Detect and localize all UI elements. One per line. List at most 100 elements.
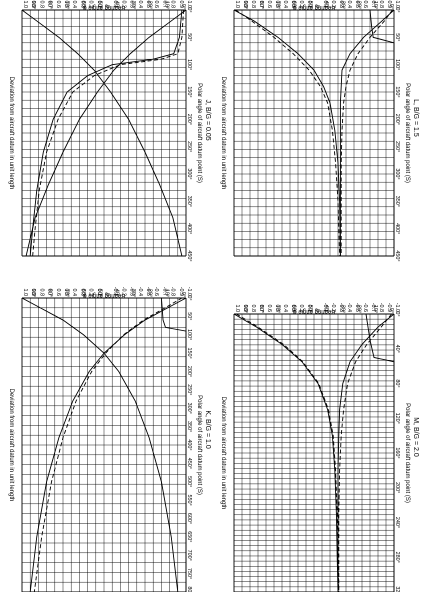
bearing-tick-label: 70° bbox=[63, 1, 69, 9]
grid bbox=[21, 297, 187, 592]
bearing-tick-label: 40° bbox=[323, 1, 329, 9]
bearing-tick-label: 40° bbox=[113, 1, 119, 9]
x-tick-label: 50° bbox=[186, 312, 192, 320]
y-tick-label: 0.8 bbox=[38, 1, 44, 9]
x-tick-label: 300° bbox=[186, 403, 192, 414]
y-tick-label: -0.4 bbox=[346, 0, 352, 8]
bearing-tick-label: 0° bbox=[388, 308, 394, 313]
y-tick-label: 0.4 bbox=[71, 289, 77, 297]
panel-m: 1.0 0.9 0.8 0.7 0.6 0.5 0.4 0.3 0.2 0.1 0 -0.1 -0.2-… bbox=[220, 303, 419, 592]
y-tick-label: -0.6 bbox=[153, 287, 159, 296]
x-tick-label: 250° bbox=[186, 141, 192, 152]
x-tick-label: 200° bbox=[394, 114, 400, 125]
x-tick-label: 280° bbox=[394, 552, 400, 563]
bearing-tick-label: 0° bbox=[180, 4, 186, 9]
y-tick-label: 0.9 bbox=[242, 305, 248, 313]
x-tick-label: 40° bbox=[394, 345, 400, 353]
y-tick-label: 0.1 bbox=[306, 1, 312, 9]
y-tick-label: 0.7 bbox=[47, 1, 53, 9]
panel-label: K, bbox=[204, 410, 211, 417]
x-tick-label: 150° bbox=[186, 348, 192, 359]
series-line-3 bbox=[32, 9, 184, 257]
x-tick-label: 240° bbox=[394, 517, 400, 528]
ratio-label: B/G = 1.0 bbox=[204, 419, 211, 449]
bearing-axis-label: Bearing angle φ bbox=[293, 4, 336, 10]
bearing-tick-label: 10° bbox=[163, 1, 169, 9]
x-tick-label: 200° bbox=[394, 482, 400, 493]
bearing-tick-label: 90° bbox=[242, 1, 248, 9]
y-tick-label: 0.9 bbox=[242, 1, 248, 9]
bearing-tick-label: 40° bbox=[323, 305, 329, 313]
y-axis-label: Deviation from aircraft datum in unit le… bbox=[220, 397, 226, 510]
y-tick-label: 0.2 bbox=[298, 1, 304, 9]
y-tick-label: 0.9 bbox=[30, 1, 36, 9]
bearing-tick-label: 80° bbox=[258, 305, 264, 313]
y-tick-label: 0 bbox=[104, 293, 110, 296]
x-tick-label: 800° bbox=[186, 586, 192, 592]
y-tick-label: 0.3 bbox=[290, 305, 296, 313]
y-tick-label: -0.7 bbox=[370, 303, 376, 312]
y-tick-label: 0.8 bbox=[250, 1, 256, 9]
y-tick-label: 0.8 bbox=[38, 289, 44, 297]
y-tick-label: -0.9 bbox=[178, 0, 184, 8]
bearing-tick-label: 90° bbox=[30, 289, 36, 297]
x-axis-label: Polar angle of aircraft datum point (S) bbox=[196, 83, 202, 183]
bearing-tick-label: 90° bbox=[242, 305, 248, 313]
y-tick-label: -0.3 bbox=[338, 0, 344, 8]
y-tick-label: -0.2 bbox=[120, 287, 126, 296]
bearing-tick-label: 10° bbox=[372, 305, 378, 313]
y-tick-label: 0.6 bbox=[266, 1, 272, 9]
y-tick-label: 0.6 bbox=[55, 0, 61, 8]
y-tick-label: 0.2 bbox=[88, 289, 94, 297]
x-tick-label: 0° bbox=[394, 311, 400, 316]
bearing-tick-label: 60° bbox=[80, 1, 86, 9]
series-line-1 bbox=[337, 313, 395, 592]
grid bbox=[233, 9, 395, 257]
y-tick-label: -0.7 bbox=[161, 0, 167, 8]
x-tick-label: 700° bbox=[186, 550, 192, 561]
y-tick-label: 0.1 bbox=[96, 1, 102, 9]
panel-label: M, bbox=[412, 417, 419, 425]
bearing-tick-label: 20° bbox=[147, 289, 153, 297]
y-tick-label: -0.3 bbox=[338, 303, 344, 312]
y-tick-label: 0.2 bbox=[298, 305, 304, 313]
y-tick-label: 0 bbox=[314, 5, 320, 8]
y-tick-label: 0.6 bbox=[266, 305, 272, 313]
y-tick-label: -0.5 bbox=[354, 303, 360, 312]
y-tick-label: -0.5 bbox=[145, 287, 151, 296]
x-tick-label: 750° bbox=[186, 568, 192, 579]
bearing-tick-label: 0° bbox=[180, 292, 186, 297]
x-tick-label: 50° bbox=[186, 33, 192, 41]
y-tick-label: 1.0 bbox=[22, 289, 28, 297]
y-axis-label: Deviation from aircraft datum in unit le… bbox=[8, 77, 14, 190]
y-tick-label: -0.2 bbox=[330, 0, 336, 8]
y-tick-label: -0.6 bbox=[362, 0, 368, 8]
x-tick-label: 150° bbox=[186, 86, 192, 97]
y-tick-label: -0.3 bbox=[129, 0, 135, 8]
y-tick-label: 0.3 bbox=[290, 1, 296, 9]
x-tick-label: 400° bbox=[394, 223, 400, 234]
bearing-tick-label: 50° bbox=[97, 289, 103, 297]
y-tick-label: 0.5 bbox=[274, 305, 280, 313]
y-tick-label: -0.1 bbox=[322, 0, 328, 8]
x-tick-label: 450° bbox=[186, 458, 192, 469]
y-tick-label: -0.8 bbox=[170, 0, 176, 8]
x-tick-label: 600° bbox=[186, 513, 192, 524]
y-tick-label: -0.6 bbox=[362, 303, 368, 312]
x-tick-label: 550° bbox=[186, 495, 192, 506]
series-line-4 bbox=[369, 9, 395, 256]
panel-k: 1.0 0.9 0.8 0.7 0.6 0.5 0.4 0.3 0.2 0.1 0 -0.1 -0.2-… bbox=[8, 287, 211, 592]
y-tick-label: -1.0 bbox=[186, 0, 192, 8]
grid bbox=[21, 9, 187, 257]
bearing-tick-label: 50° bbox=[307, 1, 313, 9]
y-tick-label: 0 bbox=[104, 5, 110, 8]
y-tick-label: -0.4 bbox=[346, 303, 352, 312]
bearing-tick-label: 20° bbox=[147, 1, 153, 9]
y-tick-label: -1.0 bbox=[394, 303, 400, 312]
series-line-0 bbox=[21, 297, 179, 592]
x-tick-label: 350° bbox=[394, 196, 400, 207]
x-tick-label: 300° bbox=[394, 168, 400, 179]
x-tick-label: 0° bbox=[186, 295, 192, 300]
y-tick-label: 0.1 bbox=[306, 305, 312, 313]
